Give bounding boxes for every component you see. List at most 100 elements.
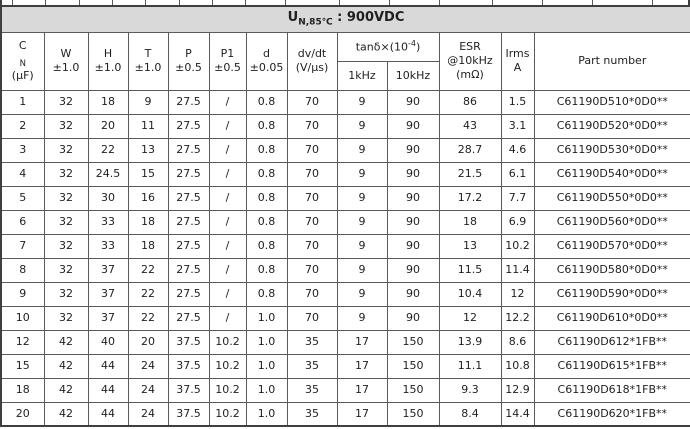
cell-part-number: C61190D560*0D0** bbox=[533, 209, 690, 235]
cell-tan-10khz: 90 bbox=[386, 113, 440, 139]
cell-tan-10khz: 90 bbox=[386, 209, 440, 235]
cell-p1: / bbox=[208, 89, 247, 115]
col-header-1khz: 1kHz bbox=[336, 60, 388, 91]
cell-t: 11 bbox=[127, 113, 169, 139]
cell-w: 32 bbox=[43, 233, 89, 259]
cell-d: 0.8 bbox=[245, 161, 288, 187]
grid-tick bbox=[652, 0, 653, 5]
cell-p1: 10.2 bbox=[208, 329, 247, 355]
cell-w: 32 bbox=[43, 185, 89, 211]
cell-t: 20 bbox=[127, 329, 169, 355]
cell-d: 0.8 bbox=[245, 209, 288, 235]
cell-esr: 11.5 bbox=[438, 257, 502, 283]
cell-irms: 6.9 bbox=[500, 209, 535, 235]
cell-esr: 13 bbox=[438, 233, 502, 259]
cell-dvdt: 35 bbox=[286, 353, 338, 379]
table-row: 6 32 33 18 27.5/0.8 70 9 90 18 6.9 C61190D560*0D0*… bbox=[0, 209, 690, 235]
cell-tan-10khz: 150 bbox=[386, 329, 440, 355]
cell-p1: / bbox=[208, 257, 247, 283]
grid-tick bbox=[439, 0, 440, 5]
cell-dvdt: 70 bbox=[286, 113, 338, 139]
cell-p: 27.5 bbox=[167, 89, 210, 115]
col-header-w: W ±1.0 bbox=[43, 31, 89, 91]
cell-p1: / bbox=[208, 137, 247, 163]
cell-h: 37 bbox=[87, 305, 129, 331]
cell-irms: 6.1 bbox=[500, 161, 535, 187]
table-row: 1 32 18 9 27.5/0.8 70 9 90 86 1.5 C61190D510*0D0** bbox=[0, 89, 690, 115]
cell-p1: / bbox=[208, 281, 247, 307]
cell-w: 42 bbox=[43, 401, 89, 427]
grid-tick bbox=[592, 0, 593, 5]
cell-h: 37 bbox=[87, 281, 129, 307]
title-rest: : 900VDC bbox=[332, 9, 405, 25]
cell-w: 42 bbox=[43, 377, 89, 403]
cell-p1: / bbox=[208, 185, 247, 211]
cell-part-number: C61190D520*0D0** bbox=[533, 113, 690, 139]
cell-tan-1khz: 9 bbox=[336, 281, 388, 307]
table-row: 15 42 44 24 37.5 10.2 1.0 35 17 150 11.1 10.8 C61190… bbox=[0, 353, 690, 379]
cell-cn: 20 bbox=[0, 401, 45, 427]
cell-tan-10khz: 90 bbox=[386, 89, 440, 115]
table-body: 1 32 18 9 27.5/0.8 70 9 90 86 1.5 C61190D510*0D0**… bbox=[0, 89, 690, 427]
table-row: 3 32 22 13 27.5/0.8 70 9 90 28.7 4.6 C61190D530*0D… bbox=[0, 137, 690, 163]
cell-dvdt: 35 bbox=[286, 401, 338, 427]
cell-part-number: C61190D610*0D0** bbox=[533, 305, 690, 331]
cell-h: 24.5 bbox=[87, 161, 129, 187]
grid-tick bbox=[45, 0, 46, 5]
cell-t: 18 bbox=[127, 233, 169, 259]
cell-irms: 12.2 bbox=[500, 305, 535, 331]
cell-tan-1khz: 9 bbox=[336, 257, 388, 283]
cell-w: 32 bbox=[43, 89, 89, 115]
cn-unit: (µF) bbox=[11, 69, 34, 83]
cell-p: 27.5 bbox=[167, 281, 210, 307]
cell-p: 27.5 bbox=[167, 113, 210, 139]
title-subscript: N,85℃ bbox=[298, 17, 333, 28]
cell-irms: 10.8 bbox=[500, 353, 535, 379]
grid-tick bbox=[212, 0, 213, 5]
table-row: 20 42 44 24 37.5 10.2 1.0 35 17 150 8.4 14.4 C61190D… bbox=[0, 401, 690, 427]
cn-symbol: C bbox=[18, 38, 27, 52]
cell-tan-1khz: 9 bbox=[336, 113, 388, 139]
cell-h: 33 bbox=[87, 233, 129, 259]
cell-irms: 8.6 bbox=[500, 329, 535, 355]
grid-tick bbox=[542, 0, 543, 5]
cell-dvdt: 70 bbox=[286, 305, 338, 331]
cell-tan-1khz: 9 bbox=[336, 89, 388, 115]
cell-cn: 12 bbox=[0, 329, 45, 355]
col-header-irms: Irms A bbox=[500, 31, 535, 91]
cell-p1: / bbox=[208, 305, 247, 331]
cell-esr: 8.4 bbox=[438, 401, 502, 427]
cell-t: 22 bbox=[127, 281, 169, 307]
cell-part-number: C61190D590*0D0** bbox=[533, 281, 690, 307]
cell-esr: 43 bbox=[438, 113, 502, 139]
cell-cn: 9 bbox=[0, 281, 45, 307]
cell-tan-1khz: 9 bbox=[336, 161, 388, 187]
col-header-p: P ±0.5 bbox=[167, 31, 210, 91]
cell-dvdt: 70 bbox=[286, 137, 338, 163]
cell-d: 0.8 bbox=[245, 281, 288, 307]
cell-irms: 4.6 bbox=[500, 137, 535, 163]
cell-tan-10khz: 90 bbox=[386, 281, 440, 307]
cell-dvdt: 70 bbox=[286, 233, 338, 259]
cell-tan-1khz: 9 bbox=[336, 209, 388, 235]
title-base: U bbox=[287, 9, 299, 25]
cell-t: 13 bbox=[127, 137, 169, 163]
cell-p: 27.5 bbox=[167, 257, 210, 283]
cell-d: 1.0 bbox=[245, 329, 288, 355]
cell-tan-10khz: 150 bbox=[386, 377, 440, 403]
cell-part-number: C61190D570*0D0** bbox=[533, 233, 690, 259]
cell-p1: 10.2 bbox=[208, 401, 247, 427]
cell-tan-10khz: 90 bbox=[386, 137, 440, 163]
cell-cn: 6 bbox=[0, 209, 45, 235]
previous-table-bottom-edge bbox=[0, 0, 690, 5]
cell-h: 18 bbox=[87, 89, 129, 115]
cell-t: 22 bbox=[127, 257, 169, 283]
cell-part-number: C61190D510*0D0** bbox=[533, 89, 690, 115]
grid-tick bbox=[145, 0, 146, 5]
col-header-10khz: 10kHz bbox=[386, 60, 440, 91]
table-row: 4 32 24.5 15 27.5/0.8 70 9 90 21.5 6.1 C61190D540*… bbox=[0, 161, 690, 187]
cell-h: 44 bbox=[87, 377, 129, 403]
cell-w: 32 bbox=[43, 281, 89, 307]
cell-irms: 11.4 bbox=[500, 257, 535, 283]
